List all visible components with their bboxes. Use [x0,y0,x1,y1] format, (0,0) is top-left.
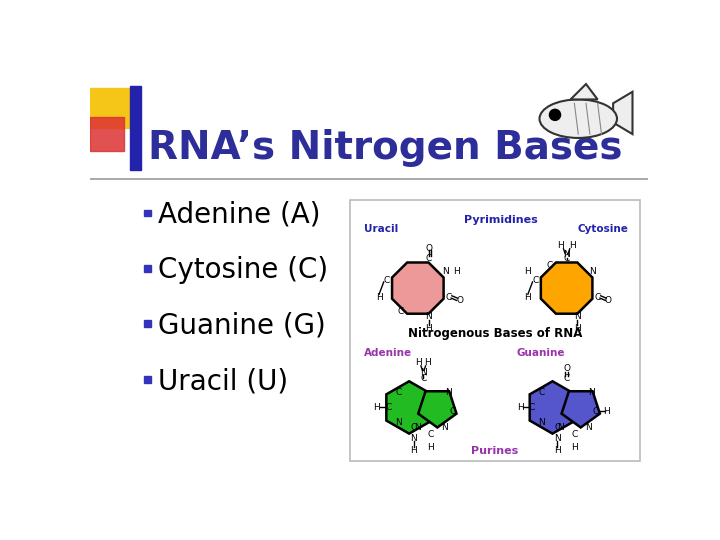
Text: H: H [517,403,523,412]
Text: H: H [554,446,561,455]
Text: C: C [546,260,553,269]
Polygon shape [570,84,598,99]
Text: N: N [395,418,402,427]
Text: H: H [376,293,382,302]
Bar [144,210,151,217]
Text: C: C [449,407,456,416]
Text: Cytosine: Cytosine [577,224,629,234]
Bar [144,320,151,327]
Text: RNA’s Nitrogen Bases: RNA’s Nitrogen Bases [148,129,623,167]
Text: N: N [442,267,449,275]
Text: C: C [528,403,535,412]
Ellipse shape [539,99,617,138]
Text: H: H [524,293,531,302]
Text: C: C [593,407,599,416]
Text: C: C [554,423,560,432]
Bar [350,200,640,461]
Text: C: C [411,423,417,432]
Text: H: H [571,443,577,452]
Text: H: H [574,323,581,333]
Text: C: C [571,430,577,439]
Text: H: H [425,359,431,367]
Text: N: N [445,388,451,396]
Text: Adenine: Adenine [364,348,412,358]
Text: C: C [385,403,392,412]
Text: N: N [585,423,592,432]
Text: H: H [428,443,434,452]
Text: H: H [410,446,418,455]
Polygon shape [530,381,575,434]
Text: C: C [446,293,452,302]
Text: O: O [426,244,432,253]
Text: Uracil (U): Uracil (U) [158,367,288,395]
Text: C: C [564,254,570,264]
Text: N: N [590,267,596,275]
Text: Guanine (G): Guanine (G) [158,312,326,340]
Polygon shape [613,92,632,134]
Text: N: N [420,368,427,376]
Text: Guanine: Guanine [516,348,564,358]
Text: Cytosine (C): Cytosine (C) [158,256,328,285]
Polygon shape [562,392,600,428]
Text: C: C [395,388,402,396]
Text: Purines: Purines [472,446,518,456]
Text: N: N [539,418,545,427]
Bar [90,117,124,151]
Text: N: N [563,251,570,260]
Text: H: H [603,407,611,416]
Bar [144,265,151,272]
Text: O: O [563,364,570,374]
Text: Adenine (A): Adenine (A) [158,201,320,229]
Bar [144,376,151,383]
Text: H: H [426,323,432,333]
Text: H: H [374,403,380,412]
Bar [90,88,130,128]
Polygon shape [392,262,444,314]
Text: N: N [574,312,581,321]
Text: N: N [410,434,418,443]
Text: C: C [564,374,570,383]
Text: H: H [453,267,460,275]
Circle shape [552,112,558,118]
Text: C: C [539,388,545,396]
Bar [130,86,141,170]
Circle shape [549,110,560,120]
Text: O: O [605,296,612,305]
Polygon shape [541,262,593,314]
Polygon shape [387,381,432,434]
Text: C: C [384,276,390,285]
Polygon shape [418,392,456,428]
Text: N: N [588,388,595,396]
Text: H: H [570,241,576,250]
Text: C: C [533,276,539,285]
Text: N: N [414,423,420,432]
Text: C: C [595,293,600,302]
Text: Pyrimidines: Pyrimidines [464,215,538,225]
Text: H: H [415,359,422,367]
Text: H: H [524,267,531,275]
Text: C: C [397,307,404,316]
Text: N: N [441,423,449,432]
Text: N: N [554,434,561,443]
Text: C: C [420,374,426,383]
Text: C: C [428,430,434,439]
Text: N: N [426,312,432,321]
Text: C: C [426,254,432,264]
Text: O: O [456,296,463,305]
Circle shape [550,110,559,119]
Text: H: H [557,241,564,250]
Text: Nitrogenous Bases of RNA: Nitrogenous Bases of RNA [408,327,582,340]
Text: Uracil: Uracil [364,224,398,234]
Text: N: N [557,423,564,432]
